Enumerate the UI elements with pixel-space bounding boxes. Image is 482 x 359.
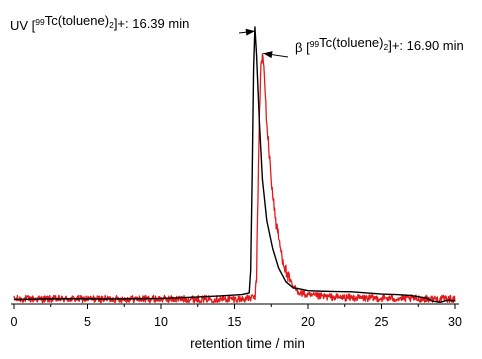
x-tick-label: 20 <box>301 315 315 329</box>
x-axis-title: retention time / min <box>190 336 305 351</box>
annotation-uv: UV [99Tc(toluene)2]+: 16.39 min <box>10 13 189 33</box>
x-tick-label: 30 <box>448 315 462 329</box>
annotation-beta: β [99Tc(toluene)2]+: 16.90 min <box>295 35 464 55</box>
x-axis: 0 5 10 15 20 25 30 <box>11 303 462 329</box>
annotation-arrowhead-beta <box>263 51 273 59</box>
chart-traces <box>13 26 456 304</box>
series-beta-line <box>13 53 456 304</box>
x-tick-label: 15 <box>228 315 242 329</box>
x-tick-label: 0 <box>11 315 18 329</box>
chart-annotations: UV [99Tc(toluene)2]+: 16.39 min β [99Tc(t… <box>10 13 464 59</box>
annotation-arrowhead-uv <box>245 28 255 36</box>
series-uv-line <box>13 26 456 304</box>
x-tick-label: 10 <box>154 315 168 329</box>
x-tick-label: 5 <box>84 315 91 329</box>
x-tick-label: 25 <box>375 315 389 329</box>
